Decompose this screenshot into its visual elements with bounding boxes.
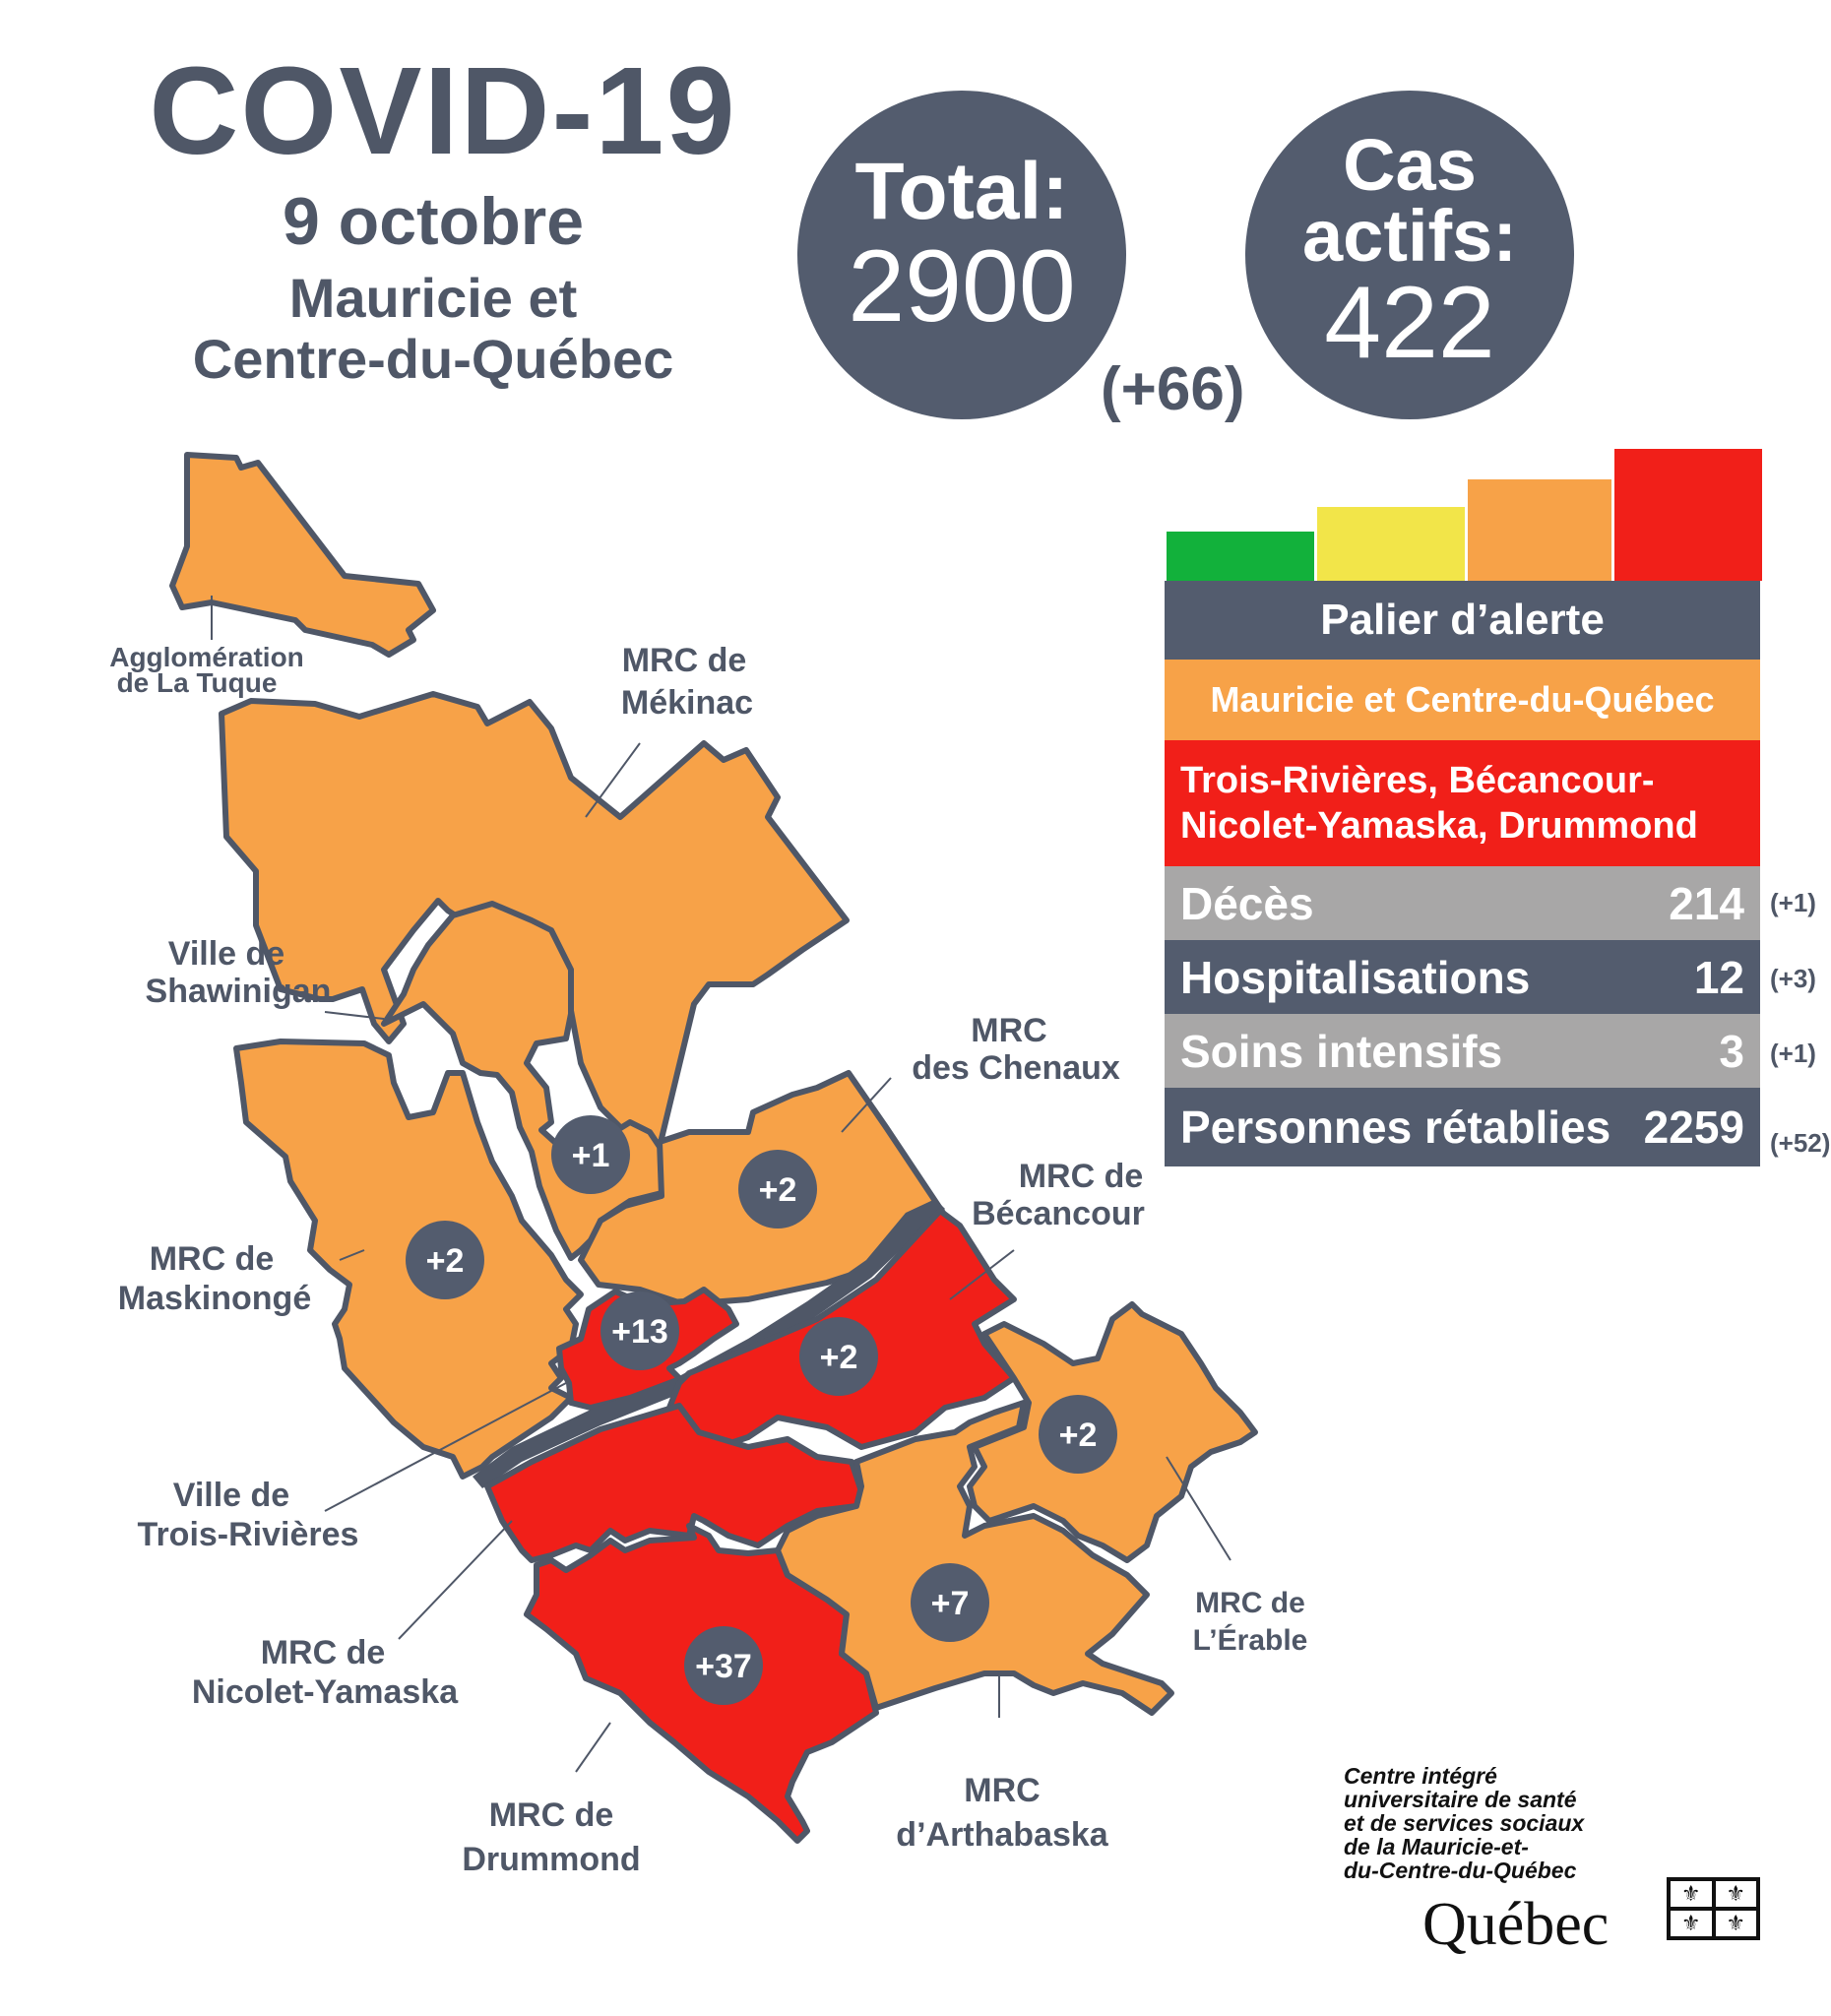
- page-title: COVID-19: [149, 41, 737, 180]
- total-cases-value: 2900: [848, 229, 1076, 344]
- fleur-de-lis-icon: ⚜: [1671, 1881, 1712, 1907]
- cisss-line: de la Mauricie-et-: [1344, 1834, 1529, 1859]
- label-la-tuque-2: de La Tuque: [117, 667, 278, 698]
- cisss-line: et de services sociaux: [1344, 1810, 1585, 1836]
- alert-scale-red: [1614, 449, 1762, 581]
- badge-drummond: [684, 1626, 763, 1705]
- badge-trois-rivieres: [600, 1292, 679, 1370]
- label-erable-2: L’Érable: [1193, 1623, 1308, 1657]
- badge-becancour-text: +2: [820, 1339, 858, 1376]
- alert-orange-regions-text: Mauricie et Centre-du-Québec: [1210, 679, 1715, 720]
- label-shawinigan-2: Shawinigan: [146, 973, 332, 1010]
- badge-chenaux-text: +2: [759, 1171, 797, 1209]
- quebec-logo-wordmark: Québec: [1422, 1891, 1610, 1958]
- badge-arthabaska: [911, 1563, 989, 1642]
- label-erable-1: MRC de: [1195, 1587, 1305, 1619]
- label-la-tuque-1: Agglomération: [109, 642, 304, 672]
- stat-label: Décès: [1180, 877, 1314, 929]
- cisss-line: universitaire de santé: [1344, 1787, 1577, 1812]
- fleur-de-lis-icon: ⚜: [1671, 1911, 1712, 1936]
- fleur-de-lis-icon: ⚜: [1715, 1911, 1756, 1936]
- label-becancour-2: Bécancour: [972, 1195, 1145, 1232]
- badge-shawinigan: [551, 1115, 630, 1194]
- label-arthabaska-2: d’Arthabaska: [896, 1816, 1108, 1854]
- label-maskinonge-1: MRC de: [150, 1240, 275, 1278]
- alert-red-regions-line2: Nicolet-Yamaska, Drummond: [1180, 805, 1698, 847]
- active-cases-label-line2: actifs:: [1302, 195, 1517, 277]
- label-nicolet-2: Nicolet-Yamaska: [192, 1673, 459, 1711]
- badge-becancour: [799, 1317, 878, 1396]
- stat-label: Hospitalisations: [1180, 951, 1531, 1003]
- cisss-logo-text: Centre intégré universitaire de santé et…: [1344, 1764, 1659, 1882]
- badge-trois-rivieres-text: +13: [611, 1313, 668, 1351]
- cisss-line: du-Centre-du-Québec: [1344, 1858, 1577, 1883]
- label-trois-rivieres-2: Trois-Rivières: [138, 1516, 359, 1553]
- badge-maskinonge: [406, 1221, 484, 1299]
- badge-erable-text: +2: [1059, 1417, 1098, 1454]
- total-cases-delta: (+66): [1101, 355, 1245, 423]
- label-shawinigan-1: Ville de: [168, 935, 284, 973]
- label-chenaux-1: MRC: [971, 1012, 1046, 1049]
- stat-row-soins-intensifs: Soins intensifs 3: [1165, 1014, 1760, 1088]
- alert-scale-yellow: [1317, 507, 1465, 581]
- alert-level-title: Palier d’alerte: [1165, 581, 1760, 660]
- stat-label: Soins intensifs: [1180, 1025, 1503, 1077]
- total-cases-label: Total:: [854, 147, 1069, 236]
- cisss-line: Centre intégré: [1344, 1763, 1497, 1789]
- active-cases-value: 422: [1324, 266, 1495, 380]
- stat-delta-retablies: (+52): [1770, 1128, 1831, 1158]
- alert-red-regions: Trois-Rivières, Bécancour- Nicolet-Yamas…: [1165, 740, 1760, 866]
- fleur-de-lis-icon: ⚜: [1715, 1881, 1756, 1907]
- stat-delta-deces: (+1): [1770, 888, 1816, 917]
- stat-value: 214: [1669, 877, 1744, 929]
- alert-orange-regions: Mauricie et Centre-du-Québec: [1165, 660, 1760, 740]
- label-chenaux-2: des Chenaux: [912, 1049, 1120, 1087]
- stat-label: Personnes rétablies: [1180, 1102, 1611, 1153]
- badge-maskinonge-text: +2: [426, 1242, 465, 1280]
- badge-drummond-text: +37: [695, 1648, 752, 1685]
- region-name: Mauricie et Centre-du-Québec: [128, 268, 738, 390]
- active-cases-label-line1: Cas: [1343, 124, 1477, 206]
- alert-scale-orange: [1468, 479, 1611, 581]
- badge-shawinigan-text: +1: [572, 1137, 610, 1174]
- stat-value: 12: [1693, 951, 1744, 1003]
- label-maskinonge-2: Maskinongé: [118, 1280, 311, 1317]
- stat-value: 2259: [1643, 1102, 1744, 1153]
- label-drummond-1: MRC de: [489, 1796, 614, 1834]
- stat-row-retablies: Personnes rétablies 2259: [1165, 1088, 1760, 1166]
- st-lawrence-river: [473, 1199, 945, 1488]
- stat-delta-hospitalisations: (+3): [1770, 964, 1816, 993]
- label-arthabaska-1: MRC: [964, 1772, 1040, 1809]
- stat-row-hospitalisations: Hospitalisations 12: [1165, 940, 1760, 1014]
- label-trois-rivieres-1: Ville de: [173, 1477, 289, 1514]
- alert-red-regions-line1: Trois-Rivières, Bécancour-: [1180, 760, 1655, 801]
- stat-row-deces: Décès 214: [1165, 866, 1760, 940]
- report-date: 9 octobre: [282, 184, 585, 259]
- label-mekinac-1: MRC de: [622, 642, 747, 679]
- region-arthabaska: [775, 1400, 1174, 1716]
- alert-scale-green: [1167, 532, 1314, 581]
- alert-level-title-text: Palier d’alerte: [1320, 596, 1605, 644]
- region-nicolet: [484, 1403, 864, 1563]
- active-cases-bubble: Cas actifs: 422: [1245, 91, 1574, 419]
- total-cases-bubble: Total: 2900: [797, 91, 1126, 419]
- region-la-tuque: [169, 452, 436, 658]
- badge-erable: [1039, 1395, 1117, 1474]
- region-name-line2: Centre-du-Québec: [192, 328, 674, 390]
- quebec-flag-icon: ⚜ ⚜ ⚜ ⚜: [1667, 1877, 1760, 1940]
- region-name-line1: Mauricie et: [288, 267, 578, 329]
- label-nicolet-1: MRC de: [261, 1634, 386, 1671]
- label-mekinac-2: Mékinac: [621, 684, 753, 722]
- stat-delta-soins-intensifs: (+1): [1770, 1039, 1816, 1068]
- stat-value: 3: [1719, 1025, 1744, 1077]
- badge-arthabaska-text: +7: [931, 1585, 970, 1622]
- label-becancour-1: MRC de: [1019, 1158, 1144, 1195]
- label-drummond-2: Drummond: [462, 1841, 640, 1878]
- badge-chenaux: [738, 1150, 817, 1228]
